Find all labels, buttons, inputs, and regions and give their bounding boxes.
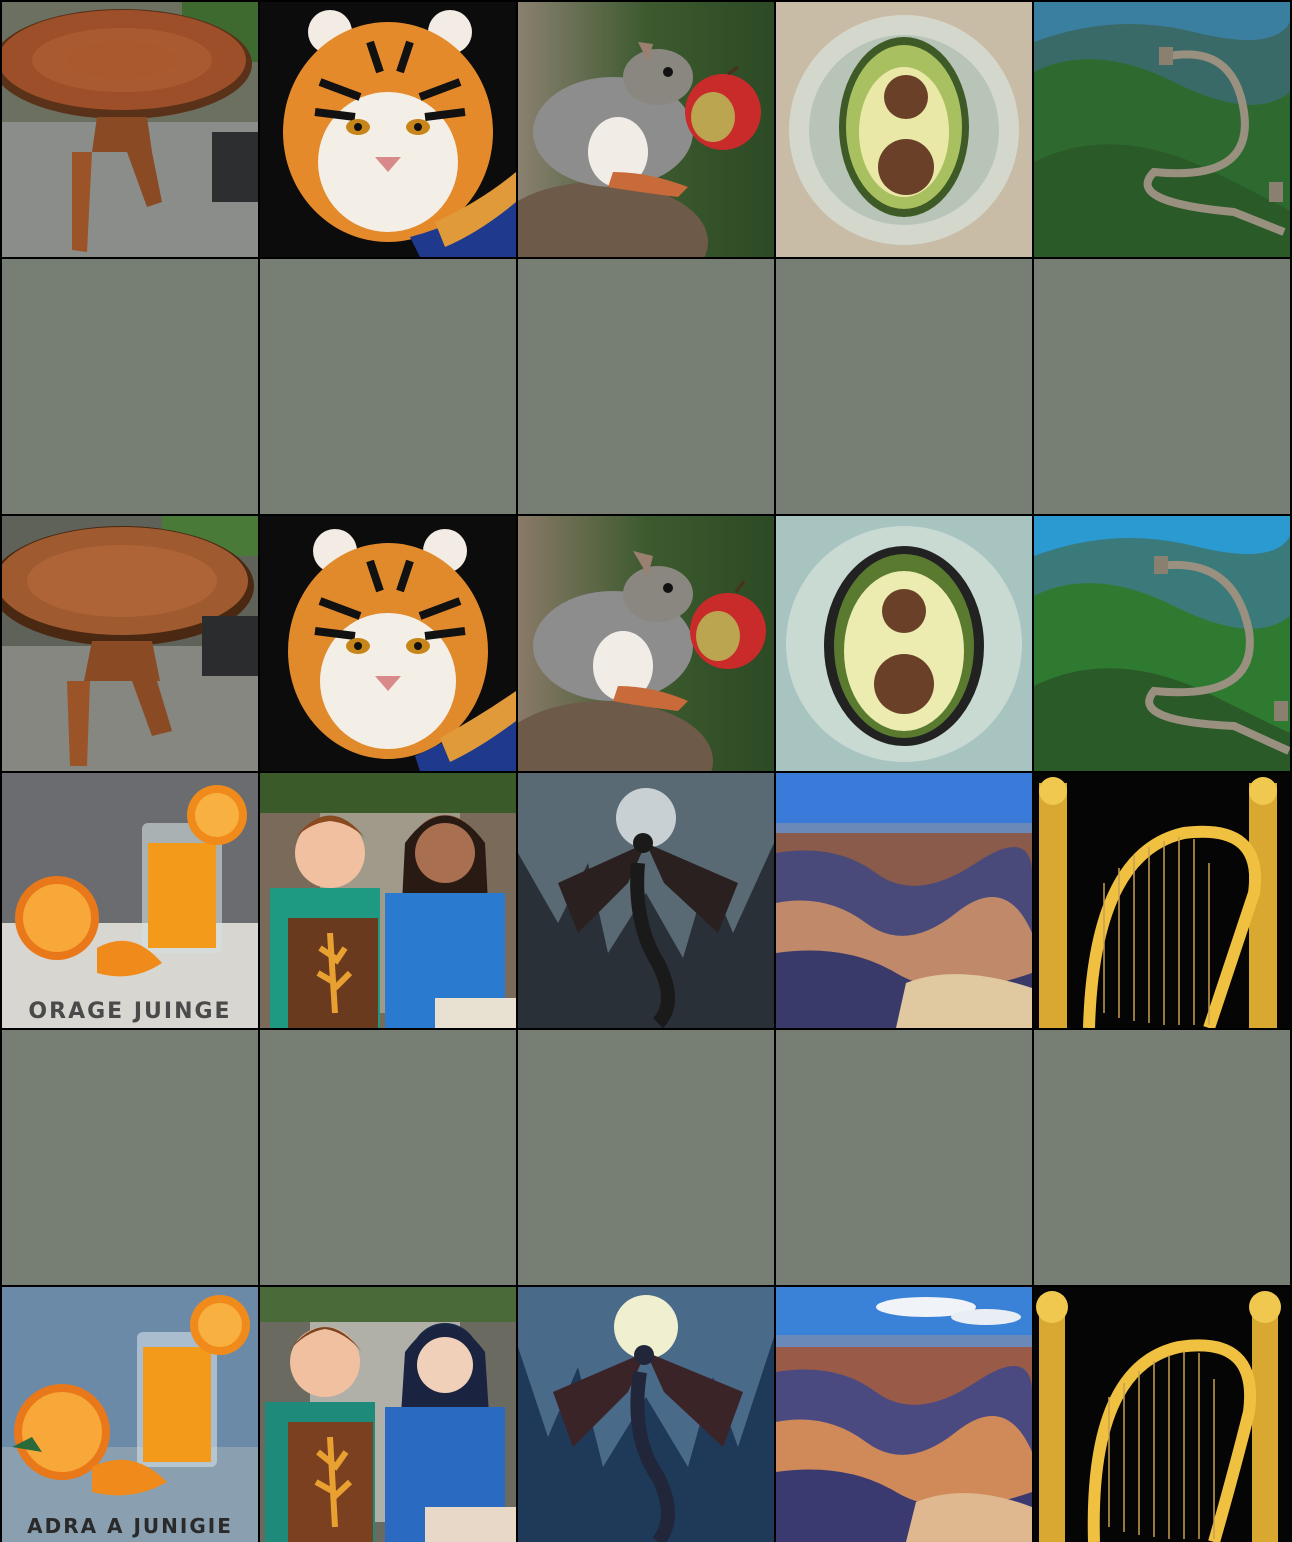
- tiger-image: [260, 2, 516, 257]
- harp-illustration: [1034, 1287, 1290, 1542]
- grand-canyon-illustration: [776, 1287, 1032, 1542]
- grand-canyon-illustration: [776, 773, 1032, 1028]
- great-wall-illustration: [1034, 516, 1290, 771]
- squirrel-image: [518, 516, 774, 771]
- avocado-image: [776, 2, 1032, 257]
- grand-canyon-image: [776, 773, 1032, 1028]
- harp-image: [1034, 1287, 1290, 1542]
- great-wall-image: [1034, 516, 1290, 771]
- kids-image: [260, 773, 516, 1028]
- orange-juice-caption: ORAGE JUINGE: [28, 999, 232, 1024]
- kids-illustration: [260, 773, 516, 1028]
- empty-cell: [776, 259, 1032, 514]
- empty-cell: [1034, 1030, 1290, 1285]
- great-wall-illustration: [1034, 2, 1290, 257]
- empty-cell: [1034, 259, 1290, 514]
- empty-cell: [2, 259, 258, 514]
- orange-juice-illustration: [2, 773, 258, 1028]
- avocado-image: [776, 516, 1032, 771]
- empty-cell: [260, 1030, 516, 1285]
- orange-juice-illustration: [2, 1287, 258, 1542]
- table-image: [2, 516, 258, 771]
- tiger-illustration: [260, 516, 516, 771]
- harp-illustration: [1034, 773, 1290, 1028]
- kids-illustration: [260, 1287, 516, 1542]
- empty-cell: [260, 259, 516, 514]
- dragon-illustration: [518, 1287, 774, 1542]
- empty-cell: [518, 1030, 774, 1285]
- empty-cell: [776, 1030, 1032, 1285]
- great-wall-image: [1034, 2, 1290, 257]
- grand-canyon-image: [776, 1287, 1032, 1542]
- avocado-illustration: [776, 516, 1032, 771]
- harp-image: [1034, 773, 1290, 1028]
- empty-cell: [518, 259, 774, 514]
- table-illustration: [2, 2, 258, 257]
- dragon-image: [518, 773, 774, 1028]
- table-image: [2, 2, 258, 257]
- avocado-illustration: [776, 2, 1032, 257]
- kids-image: [260, 1287, 516, 1542]
- orange-juice-image: ORAGE JUINGE: [2, 773, 258, 1028]
- table-illustration: [2, 516, 258, 771]
- tiger-image: [260, 516, 516, 771]
- empty-cell: [2, 1030, 258, 1285]
- orange-juice-image: ADRA A JUNIGIE: [2, 1287, 258, 1542]
- tiger-illustration: [260, 2, 516, 257]
- squirrel-image: [518, 2, 774, 257]
- dragon-image: [518, 1287, 774, 1542]
- squirrel-illustration: [518, 2, 774, 257]
- orange-juice-caption: ADRA A JUNIGIE: [27, 1514, 233, 1538]
- dragon-illustration: [518, 773, 774, 1028]
- squirrel-illustration: [518, 516, 774, 771]
